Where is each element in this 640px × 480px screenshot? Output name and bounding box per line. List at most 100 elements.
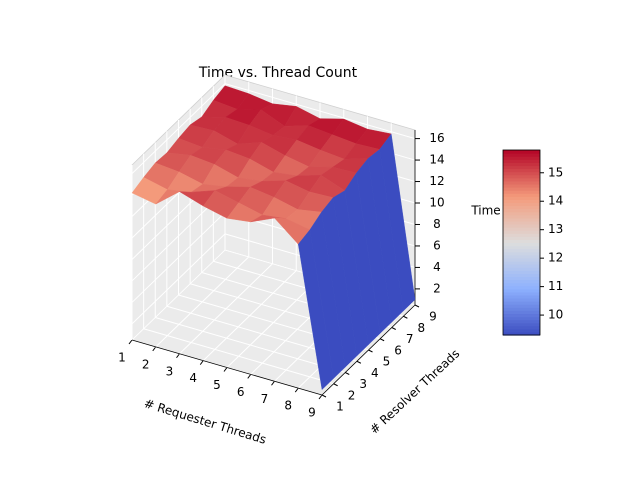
colorbar-segment — [503, 165, 540, 170]
colorbar-segment — [503, 313, 540, 318]
colorbar-tick-label: 14 — [548, 194, 563, 208]
x-tick — [199, 360, 204, 365]
colorbar-segment — [503, 307, 540, 311]
colorbar-segment — [503, 180, 540, 185]
y-tick — [414, 304, 420, 308]
colorbar-segment — [503, 261, 540, 265]
colorbar-segment — [503, 279, 540, 284]
y-tick — [321, 394, 327, 398]
z-tick-label: 14 — [429, 153, 444, 167]
colorbar-segment — [503, 211, 540, 216]
x-tick-label: 4 — [189, 371, 197, 385]
colorbar-segment — [503, 294, 540, 299]
colorbar-segment — [503, 168, 540, 173]
colorbar-segment — [503, 328, 540, 333]
colorbar-segment — [503, 285, 540, 290]
y-tick-label: 1 — [336, 400, 344, 414]
y-tick-label: 3 — [359, 377, 367, 391]
grid-line — [131, 233, 226, 325]
colorbar-segment — [503, 187, 540, 191]
z-tick-label: 6 — [433, 238, 441, 252]
colorbar-segment — [503, 282, 540, 287]
colorbar-segment — [503, 270, 540, 274]
x-tick-label: 2 — [142, 357, 150, 371]
colorbar-segment — [503, 205, 540, 210]
x-tick-label: 9 — [308, 406, 316, 420]
x-tick-label: 3 — [166, 364, 174, 378]
colorbar-segment — [503, 190, 540, 194]
colorbar-segment — [503, 310, 540, 315]
colorbar-segment — [503, 236, 540, 241]
colorbar-segment — [503, 291, 540, 296]
colorbar-segment — [503, 224, 540, 228]
colorbar-segment — [503, 301, 540, 305]
colorbar-segment — [503, 196, 540, 200]
colorbar-segment — [503, 264, 540, 268]
y-tick-label: 7 — [406, 332, 414, 346]
colorbar-segment — [503, 331, 540, 336]
colorbar-segment — [503, 242, 540, 247]
colorbar-segment — [503, 245, 540, 250]
colorbar-tick-label: 11 — [548, 279, 563, 293]
y-tick — [391, 327, 396, 330]
colorbar-segment — [503, 257, 540, 262]
x-tick — [128, 339, 133, 345]
x-tick — [223, 367, 228, 372]
colorbar-segment — [503, 227, 540, 231]
z-tick-label: 4 — [433, 260, 441, 274]
colorbar-tick-label: 10 — [548, 308, 563, 322]
colorbar-segment — [503, 316, 540, 321]
colorbar-segment — [503, 288, 540, 293]
x-tick — [152, 346, 157, 352]
z-tick-label: 12 — [429, 174, 444, 188]
colorbar-segment — [503, 174, 540, 179]
z-tick-label: 2 — [433, 281, 441, 295]
colorbar-segment — [503, 254, 540, 259]
colorbar-segment — [503, 325, 540, 330]
grid-line — [131, 212, 226, 303]
colorbar-segment — [503, 199, 540, 204]
x-tick — [247, 374, 252, 379]
colorbar-segment — [503, 233, 540, 237]
colorbar-segment — [503, 251, 540, 256]
colorbar-segment — [503, 153, 540, 157]
colorbar-tick-label: 12 — [548, 251, 563, 265]
y-tick — [345, 372, 350, 375]
x-tick-label: 1 — [118, 351, 126, 365]
x-tick — [294, 387, 299, 393]
colorbar-segment — [503, 159, 540, 163]
colorbar-segment — [503, 183, 540, 188]
colorbar-segment — [503, 177, 540, 182]
colorbar-segment — [503, 319, 540, 324]
colorbar-segment — [503, 156, 540, 160]
colorbar-segment — [503, 230, 540, 234]
y-tick-label: 4 — [371, 366, 379, 380]
colorbar-segment — [503, 150, 540, 154]
colorbar-segment — [503, 162, 540, 167]
colorbar-tick-label: 13 — [548, 222, 563, 236]
x-tick-label: 6 — [237, 385, 245, 399]
colorbar-segment — [503, 193, 540, 197]
y-tick-label: 2 — [348, 388, 356, 402]
y-tick — [368, 349, 373, 353]
colorbar-segment — [503, 273, 540, 278]
y-tick-label: 6 — [394, 343, 402, 357]
y-tick — [379, 338, 385, 342]
colorbar-segment — [503, 248, 540, 253]
colorbar-frame — [502, 149, 541, 336]
y-tick-label: 9 — [429, 310, 437, 324]
colorbar-segment — [503, 322, 540, 327]
x-tick-label: 5 — [213, 378, 221, 392]
colorbar-segment — [503, 214, 540, 219]
z-tick-label: 8 — [433, 217, 441, 231]
x-tick-label: 8 — [284, 399, 292, 413]
y-tick-label: 5 — [383, 355, 391, 369]
y-tick — [356, 360, 362, 364]
z-tick-label: 16 — [429, 131, 444, 145]
grid-line — [224, 83, 416, 140]
colorbar-segment — [503, 304, 540, 308]
colorbar-tick-label: 15 — [548, 165, 563, 179]
grid-line — [155, 317, 346, 373]
colorbar-segment — [503, 208, 540, 213]
